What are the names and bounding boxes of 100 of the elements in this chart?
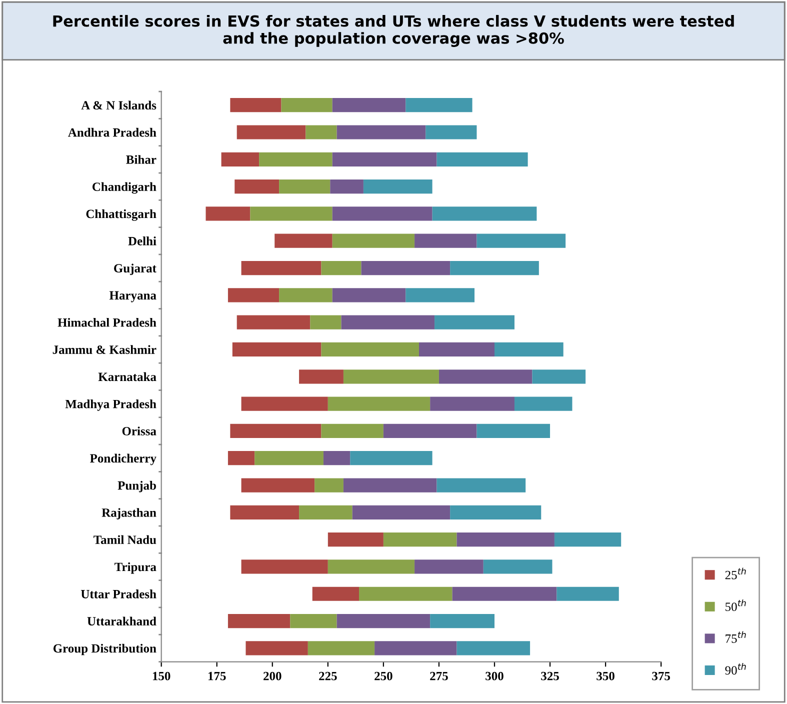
x-tick-label: 375 [652,672,670,680]
bar [343,478,437,492]
bar [383,424,477,438]
bar [321,260,362,276]
bar [230,424,322,438]
bar [352,505,450,520]
bar [332,206,432,221]
y-tick-label: Orissa [122,426,156,436]
y-tick-label: Karnataka [98,372,156,382]
bar [483,560,552,574]
bar [556,586,619,601]
bar [532,370,586,384]
bar [418,342,494,357]
bar [236,315,310,330]
bar [228,288,280,302]
y-tick-label: Delhi [128,236,156,246]
x-tick-label: 275 [430,672,448,680]
bar [308,641,375,656]
bar [476,234,566,248]
y-tick-label: Gujarat [114,264,156,276]
bar [434,315,514,330]
bar [336,125,426,140]
bar [314,478,344,492]
y-tick-label: Tamil Nadu [94,535,156,544]
bar [332,288,406,302]
bar [436,152,528,166]
y-tick-label: Chhattisgarh [86,209,156,221]
bar [323,451,350,466]
bar [456,532,554,547]
y-tick-label: Rajasthan [102,508,156,520]
bar [241,560,328,574]
y-tick-label: Group Distribution [53,644,156,656]
x-tick-label: 250 [374,672,392,680]
bar [343,370,439,384]
bar [374,641,457,656]
bar [281,98,332,112]
bar [359,586,452,601]
bar [241,396,328,411]
y-tick-label: Uttarakhand [87,616,156,626]
x-tick-label: 225 [319,672,337,680]
bar [206,206,250,221]
bar [406,98,472,112]
y-tick-label: Punjab [118,480,156,492]
bar [221,152,260,166]
x-tick-label: 150 [152,672,170,680]
bar [241,478,315,492]
bar [336,614,430,628]
bar [332,234,415,248]
bar [330,180,364,194]
y-tick-label: Andhra Pradesh [68,128,156,137]
bar [234,180,280,194]
bar [328,532,384,547]
bar [341,315,435,330]
y-tick-label: A & N Islands [81,100,156,110]
legend-label: 90$^{th}$ [725,663,746,675]
bar [290,614,337,628]
x-tick-label: 300 [486,672,504,680]
y-tick-label: Pondicherry [90,454,156,466]
bar [328,396,430,411]
y-tick-label: Haryana [109,291,156,302]
bar [363,180,432,194]
bar [299,505,352,520]
bar [452,586,557,601]
bar [514,396,572,411]
bar [236,125,306,140]
y-tick-label: Himachal Pradesh [58,318,156,327]
y-tick-label: Chandigarh [92,182,156,194]
bar [332,98,406,112]
bar [430,396,514,411]
bar [456,641,530,656]
bar [476,424,550,438]
bar [230,505,300,520]
legend-label: 50$^{th}$ [726,599,746,612]
y-tick-label: Tripura [114,562,156,574]
bar [350,451,432,466]
x-tick-label: 175 [208,672,226,680]
bar [299,370,344,384]
bar [228,451,255,466]
bar [246,641,308,656]
bar [250,206,332,221]
bar [241,260,322,276]
bar [361,260,450,276]
bar [321,424,384,438]
y-tick-label: Bihar [126,155,156,164]
bar [332,152,437,166]
bar [279,180,330,194]
bar [414,234,477,248]
y-tick-label: Madhya Pradesh [65,399,156,411]
bar [438,370,532,384]
bar [432,206,537,221]
bar [279,288,332,302]
bar [274,234,332,248]
chart-title: Percentile scores in EVS for states and UTs where class V students were tested and the population coverage was >80% [53,14,734,47]
bar [306,125,337,140]
x-tick-label: 325 [541,672,559,680]
bar [383,532,457,547]
bar [494,342,564,357]
bar [312,586,360,601]
bar [406,288,475,302]
y-tick-label: Uttar Pradesh [80,590,156,598]
